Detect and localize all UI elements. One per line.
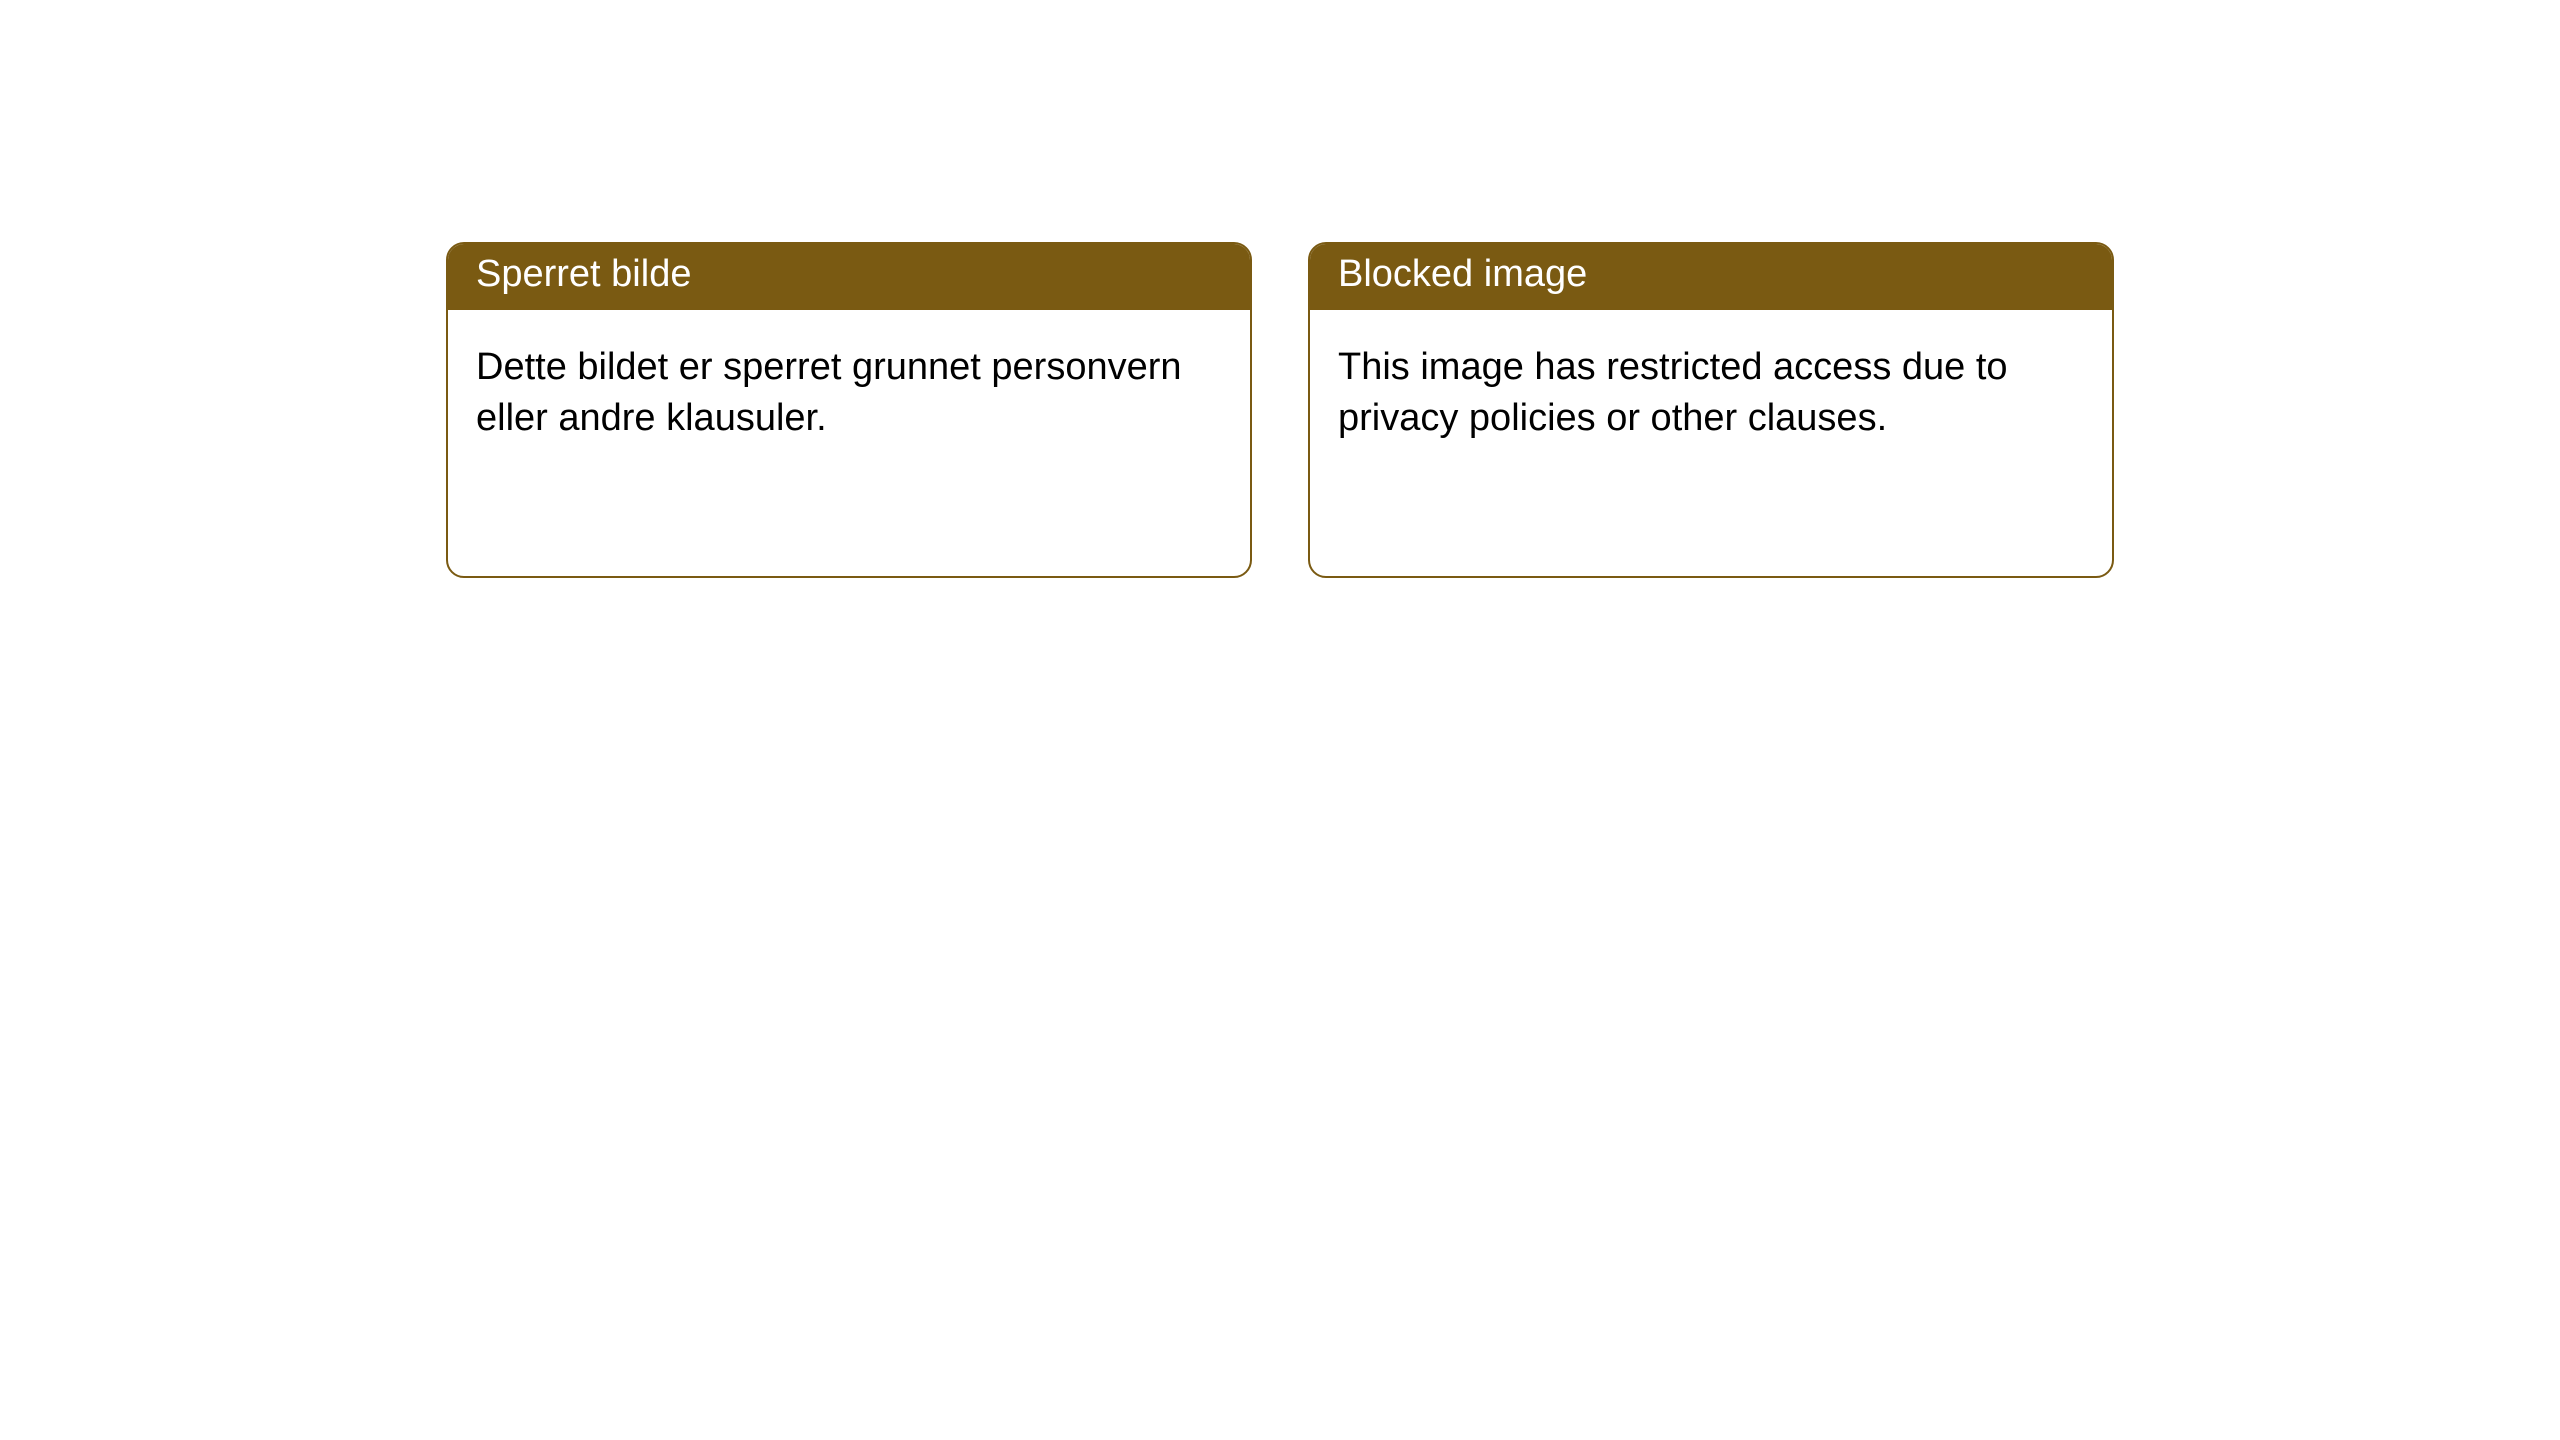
card-title: Sperret bilde — [476, 253, 691, 295]
card-body-text: Dette bildet er sperret grunnet personve… — [476, 346, 1182, 439]
card-body-text: This image has restricted access due to … — [1338, 346, 2008, 439]
notice-card-english: Blocked image This image has restricted … — [1308, 242, 2114, 578]
notice-container: Sperret bilde Dette bildet er sperret gr… — [446, 242, 2114, 578]
card-body: This image has restricted access due to … — [1310, 310, 2112, 477]
card-header: Sperret bilde — [448, 244, 1250, 310]
card-header: Blocked image — [1310, 244, 2112, 310]
card-body: Dette bildet er sperret grunnet personve… — [448, 310, 1250, 477]
notice-card-norwegian: Sperret bilde Dette bildet er sperret gr… — [446, 242, 1252, 578]
card-title: Blocked image — [1338, 253, 1587, 295]
